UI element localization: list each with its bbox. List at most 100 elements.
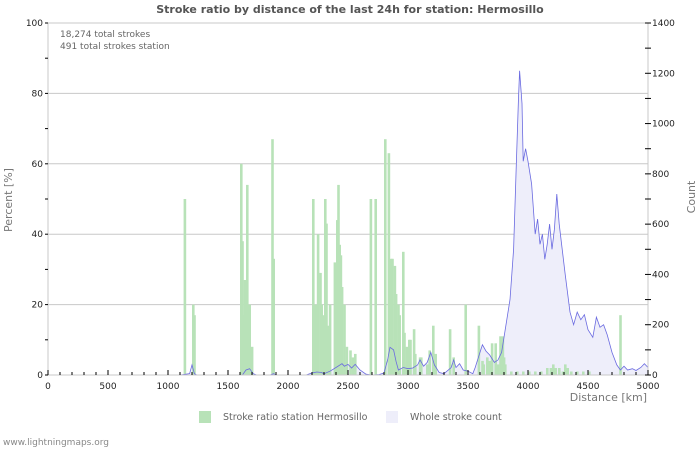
x-tick-label: 3500 xyxy=(457,382,480,392)
ratio-bar xyxy=(516,371,519,375)
ratio-bar xyxy=(482,364,485,375)
y2-tick-label: 1000 xyxy=(652,120,675,130)
ratio-bar xyxy=(428,350,431,375)
ratio-bar xyxy=(522,371,525,375)
y-tick-label: 100 xyxy=(26,19,43,29)
ratio-bar xyxy=(566,368,569,375)
legend-label-count: Whole stroke count xyxy=(410,411,502,423)
y2-tick-label: 800 xyxy=(652,170,669,180)
legend-swatch-count xyxy=(386,411,398,423)
ratio-bar xyxy=(384,139,387,375)
ratio-bar xyxy=(241,241,244,375)
y2-axis-title: Count xyxy=(685,180,698,213)
ratio-bar xyxy=(248,304,251,375)
ratio-bar xyxy=(540,371,543,375)
footer-link[interactable]: www.lightningmaps.org xyxy=(3,438,109,448)
ratio-bar xyxy=(312,199,315,375)
y-tick-label: 60 xyxy=(32,160,44,170)
x-tick-label: 3000 xyxy=(397,382,420,392)
x-tick-label: 4000 xyxy=(517,382,540,392)
ratio-bar xyxy=(549,368,553,375)
ratio-bar xyxy=(374,199,377,375)
y2-tick-label: 0 xyxy=(652,371,658,381)
ratio-bar xyxy=(546,368,549,375)
ratio-bar xyxy=(486,357,489,375)
ratio-bar xyxy=(405,346,409,375)
ratio-bar xyxy=(402,251,405,375)
y2-tick-label: 400 xyxy=(652,270,669,280)
x-tick-label: 0 xyxy=(45,382,51,392)
ratio-bar xyxy=(452,357,455,375)
ratio-bar xyxy=(328,304,332,375)
ratio-bar xyxy=(477,325,481,375)
ratio-bar xyxy=(271,139,274,375)
ratio-bar xyxy=(528,371,531,375)
legend-swatch-ratio xyxy=(199,411,211,423)
ratio-bar xyxy=(494,343,497,375)
x-tick-label: 500 xyxy=(99,382,116,392)
ratio-bar xyxy=(582,371,585,375)
ratio-bar xyxy=(340,287,344,375)
count-area xyxy=(48,70,648,376)
ratio-bar xyxy=(414,353,417,375)
ratio-bar xyxy=(576,371,579,375)
ratio-bar xyxy=(343,304,346,375)
x-axis-title: Distance [km] xyxy=(570,391,647,404)
x-tick-label: 2000 xyxy=(277,382,300,392)
ratio-bar xyxy=(570,371,573,375)
total-strokes-text: 18,274 total strokes xyxy=(60,30,151,40)
ratio-bar xyxy=(448,329,452,375)
ratio-bar xyxy=(558,368,561,375)
ratio-bar xyxy=(412,329,416,375)
ratio-bar xyxy=(432,325,435,375)
ratio-bar xyxy=(564,364,567,375)
ratio-bar xyxy=(394,294,398,375)
ratio-bar xyxy=(561,371,565,375)
ratio-bar xyxy=(272,258,275,375)
x-tick-label: 2500 xyxy=(337,382,360,392)
ratio-bar xyxy=(243,280,247,375)
ratio-bar xyxy=(619,315,622,375)
ratio-bar xyxy=(321,315,325,375)
legend-label-ratio: Stroke ratio station Hermosillo xyxy=(223,411,368,423)
ratio-bar xyxy=(552,364,555,375)
ratio-bar xyxy=(434,353,437,375)
ratio-bar xyxy=(398,315,401,375)
y-tick-label: 40 xyxy=(32,230,44,240)
ratio-bar xyxy=(325,223,328,375)
legend-item-count: Whole stroke count xyxy=(386,411,502,423)
y2-tick-label: 600 xyxy=(652,220,669,230)
y-tick-label: 20 xyxy=(32,301,44,311)
x-tick-label: 5000 xyxy=(637,382,660,392)
ratio-bar xyxy=(426,364,429,375)
ratio-bar xyxy=(501,336,505,375)
ratio-bar xyxy=(326,325,329,375)
count-line xyxy=(48,70,649,376)
ratio-bar xyxy=(349,350,352,375)
ratio-bar xyxy=(345,346,349,375)
ratio-bar xyxy=(554,368,557,375)
x-tick-label: 1500 xyxy=(217,382,240,392)
ratio-bar xyxy=(391,258,394,375)
y2-tick-label: 1400 xyxy=(652,19,675,29)
ratio-bar xyxy=(534,371,537,375)
station-strokes-text: 491 total strokes station xyxy=(60,42,170,52)
ratio-bar xyxy=(588,371,591,375)
y-tick-label: 0 xyxy=(37,371,43,381)
y-tick-label: 80 xyxy=(32,89,44,99)
ratio-bar xyxy=(250,346,254,375)
chart-title: Stroke ratio by distance of the last 24h… xyxy=(156,3,544,16)
legend-item-ratio: Stroke ratio station Hermosillo xyxy=(199,411,367,423)
ratio-bar xyxy=(409,339,412,375)
ratio-bar xyxy=(496,364,500,375)
ratio-bar xyxy=(369,199,373,375)
x-tick-label: 4500 xyxy=(577,382,600,392)
ratio-bar xyxy=(504,364,507,375)
y2-tick-label: 1200 xyxy=(652,69,675,79)
ratio-bar xyxy=(420,357,423,375)
x-tick-label: 1000 xyxy=(157,382,180,392)
ratio-bar xyxy=(193,315,196,375)
ratio-bar xyxy=(246,184,249,375)
y2-tick-label: 200 xyxy=(652,321,669,331)
